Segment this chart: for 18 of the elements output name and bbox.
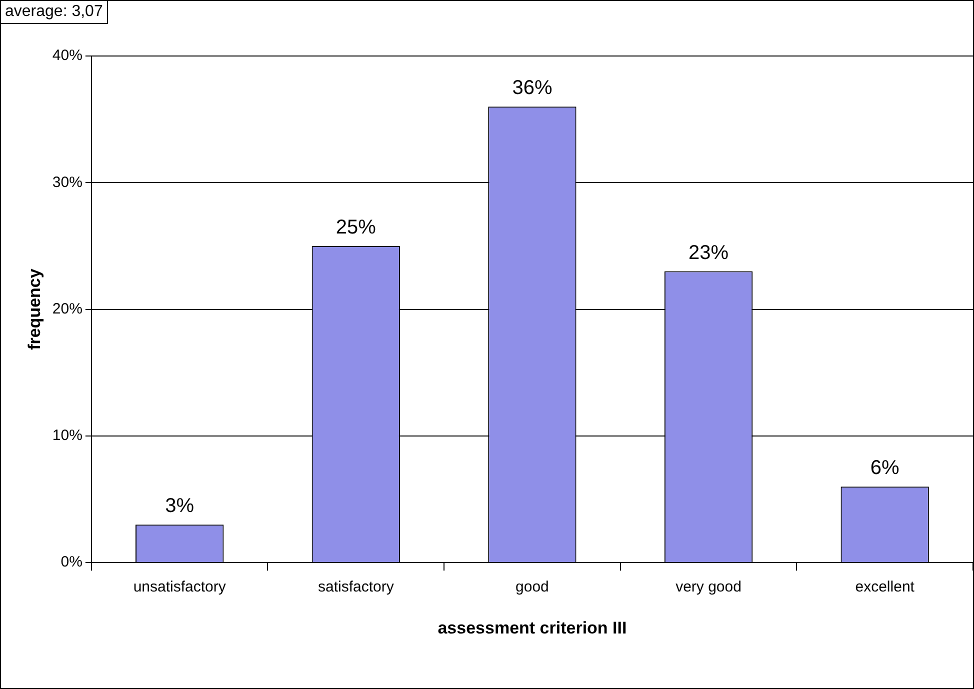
y-tick-label: 10% <box>52 427 82 444</box>
x-tick-label: unsatisfactory <box>133 578 226 596</box>
data-label: 3% <box>165 495 194 518</box>
text: average: 3,07 <box>1 1 108 24</box>
y-tick-label: 40% <box>52 47 82 64</box>
x-tick-label: very good <box>676 578 742 596</box>
x-tick-label: good <box>516 578 549 596</box>
y-tick-label: 0% <box>60 554 82 571</box>
data-label: 23% <box>688 242 729 264</box>
y-tick-label: 30% <box>52 174 82 191</box>
y-tick-label: 20% <box>52 300 82 318</box>
x-axis-title: assessment criterion III <box>438 618 627 638</box>
data-label: 36% <box>512 77 552 100</box>
y-axis-title: frequency <box>24 268 44 350</box>
x-tick-label: satisfactory <box>318 578 394 596</box>
x-tick-label: excellent <box>855 578 916 596</box>
data-label: 6% <box>870 457 900 480</box>
data-label: 25% <box>336 216 376 238</box>
